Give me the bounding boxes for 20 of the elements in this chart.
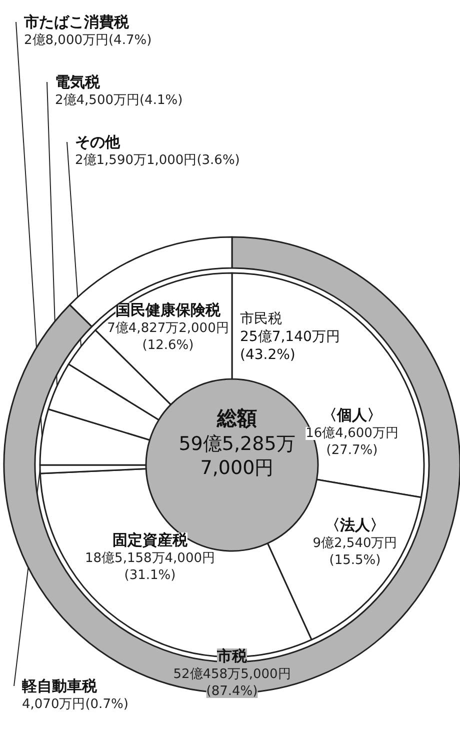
data-label: 52億458万5,000円(87.4%) <box>173 667 291 699</box>
data-label: 4,070万円(0.7%) <box>22 697 128 712</box>
data-label: 9億2,540万円(15.5%) <box>312 536 398 568</box>
slice-label: 〈個人〉 <box>322 406 382 424</box>
text: 市民税 25億7,140万円(43.2%) <box>240 311 340 363</box>
slice-label: 軽自動車税 <box>21 677 98 695</box>
text: 総額 <box>216 406 257 430</box>
slice-label: 〈法人〉 <box>325 516 385 534</box>
slice-label: その他 <box>75 133 121 151</box>
data-label: 7億4,827万2,000円(12.6%) <box>107 321 229 353</box>
slice-label: 市税 <box>216 647 248 665</box>
slice-label: 市たばこ消費税 <box>23 13 130 31</box>
data-label: 16億4,600万円(27.7%) <box>306 426 398 458</box>
data-label: 18億5,158万4,000円(31.1%) <box>85 551 215 583</box>
slice-label: 固定資産税 <box>112 531 188 549</box>
data-label: 2億8,000万円(4.7%) <box>24 33 152 48</box>
data-label: 2億4,500万円(4.1%) <box>55 93 183 108</box>
text: 59億5,285万7,000円 <box>178 433 296 479</box>
slice-label: 電気税 <box>55 73 101 91</box>
data-label: 2億1,590万1,000円(3.6%) <box>75 153 240 168</box>
